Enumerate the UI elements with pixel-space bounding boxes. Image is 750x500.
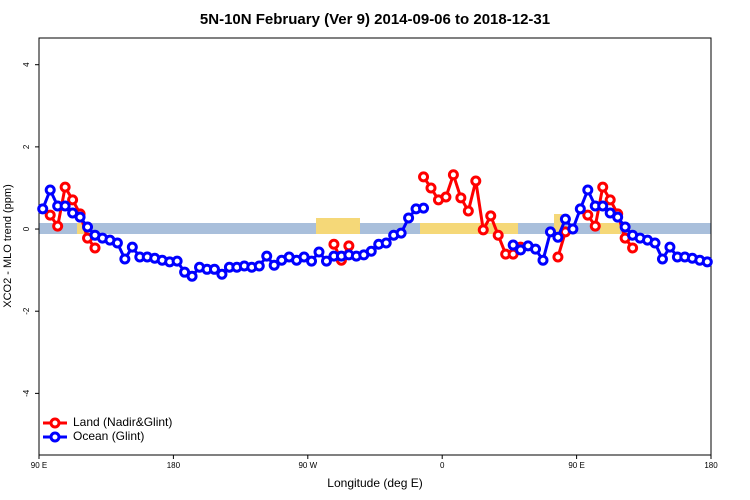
land-mask	[39, 214, 711, 234]
data-point	[477, 224, 489, 236]
data-point	[395, 227, 407, 239]
data-point	[537, 254, 549, 266]
x-tick-label: 0	[440, 461, 445, 470]
data-point	[604, 194, 616, 206]
land-patch	[316, 218, 360, 234]
legend-label: Land (Nadir&Glint)	[73, 415, 172, 429]
land-patch	[77, 223, 85, 234]
series	[37, 184, 713, 282]
data-point	[328, 238, 340, 250]
y-axis-label: XCO2 - MLO trend (ppm)	[2, 184, 14, 307]
data-point	[418, 202, 430, 214]
data-point	[111, 237, 123, 249]
data-point	[597, 200, 609, 212]
data-point	[261, 250, 273, 262]
x-tick-label: 90 E	[31, 461, 47, 470]
data-point	[119, 253, 131, 265]
x-tick-label: 180	[167, 461, 181, 470]
y-tick-label: 0	[22, 226, 31, 231]
data-point	[380, 237, 392, 249]
data-point	[343, 240, 355, 252]
data-point	[530, 243, 542, 255]
data-point	[208, 263, 220, 275]
data-point	[567, 223, 579, 235]
data-point	[59, 181, 71, 193]
data-point	[455, 192, 467, 204]
data-point	[440, 191, 452, 203]
data-point	[44, 184, 56, 196]
data-point	[589, 220, 601, 232]
data-point	[507, 239, 519, 251]
data-point	[82, 221, 94, 233]
data-point	[44, 209, 56, 221]
data-point	[559, 213, 571, 225]
x-tick-label: 90 E	[568, 461, 584, 470]
data-point	[485, 210, 497, 222]
x-tick-label: 180	[704, 461, 718, 470]
data-point	[574, 203, 586, 215]
data-point	[552, 231, 564, 243]
y-tick-label: -2	[22, 307, 31, 315]
data-point	[37, 203, 49, 215]
data-point	[597, 181, 609, 193]
data-point	[462, 205, 474, 217]
x-tick-label: 90 W	[298, 461, 317, 470]
data-point	[74, 211, 86, 223]
data-point	[619, 221, 631, 233]
plot-frame	[38, 37, 712, 456]
data-point	[701, 256, 713, 268]
data-point	[67, 194, 79, 206]
data-point	[403, 212, 415, 224]
land-patch	[420, 223, 518, 234]
data-point	[447, 169, 459, 181]
data-point	[306, 255, 318, 267]
data-point	[365, 245, 377, 257]
data-point	[582, 184, 594, 196]
ocean-band	[39, 223, 711, 234]
data-point	[492, 229, 504, 241]
x-axis-label: Longitude (deg E)	[327, 476, 422, 490]
data-point	[425, 182, 437, 194]
data-point	[313, 246, 325, 258]
legend-label: Ocean (Glint)	[73, 429, 144, 443]
data-point	[253, 260, 265, 272]
data-point	[171, 255, 183, 267]
data-point	[552, 251, 564, 263]
legend-marker	[49, 417, 61, 429]
y-tick-label: -4	[22, 389, 31, 397]
data-point	[216, 268, 228, 280]
data-point	[582, 209, 594, 221]
data-point	[664, 241, 676, 253]
data-point	[544, 226, 556, 238]
land-patch	[600, 223, 620, 234]
data-point	[612, 211, 624, 223]
data-point	[89, 242, 101, 254]
data-point	[52, 220, 64, 232]
data-point	[470, 175, 482, 187]
data-point	[186, 270, 198, 282]
data-point	[59, 200, 71, 212]
data-point	[268, 259, 280, 271]
data-point	[656, 253, 668, 265]
land-patch	[554, 214, 562, 234]
data-point	[418, 171, 430, 183]
y-tick-label: 4	[22, 62, 31, 67]
chart-title: 5N-10N February (Ver 9) 2014-09-06 to 20…	[200, 11, 550, 28]
legend: Land (Nadir&Glint)Ocean (Glint)	[43, 415, 172, 443]
data-point	[627, 242, 639, 254]
data-point	[126, 241, 138, 253]
legend-marker	[49, 431, 61, 443]
data-point	[320, 255, 332, 267]
y-tick-label: 2	[22, 144, 31, 149]
data-point	[649, 237, 661, 249]
